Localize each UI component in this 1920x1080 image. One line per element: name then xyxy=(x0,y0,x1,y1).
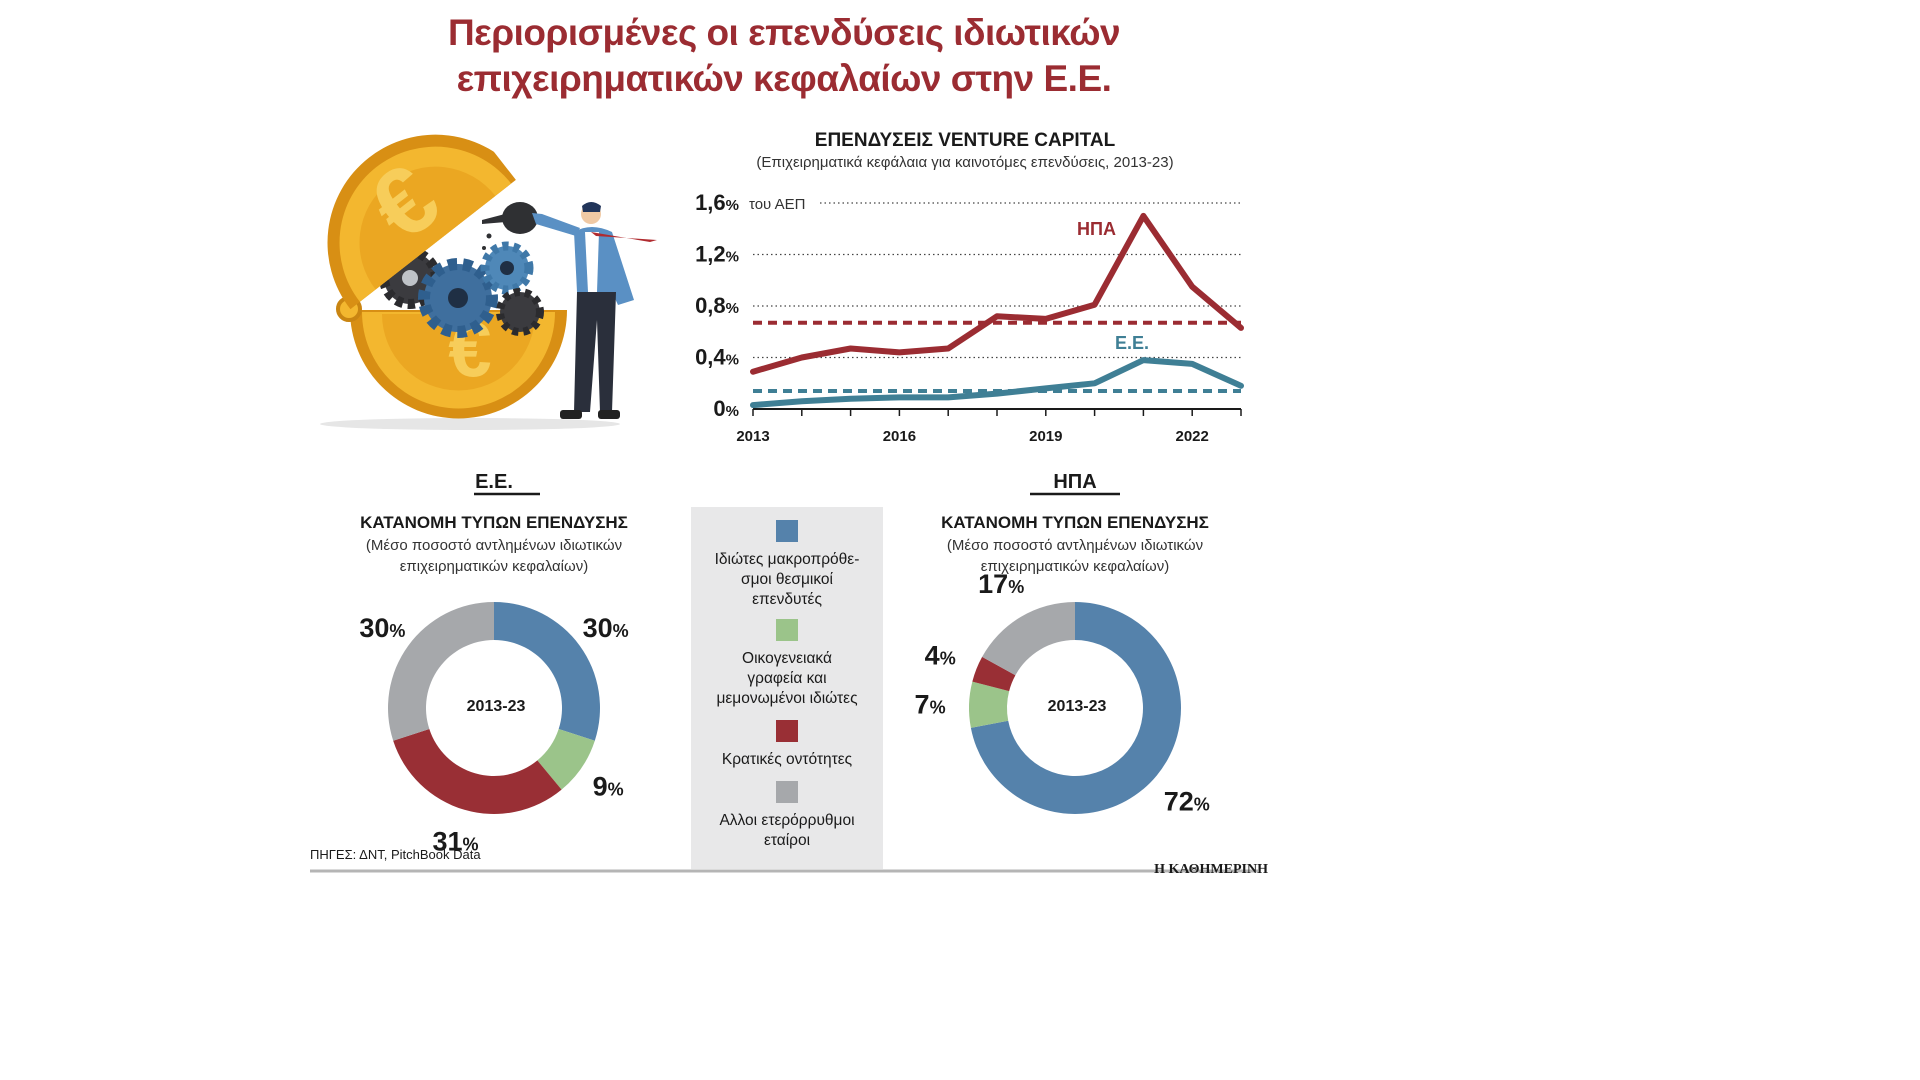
eu-donut-slice-gray xyxy=(388,602,494,741)
usa-slice-label-green: 7% xyxy=(915,689,946,719)
series-line-eu xyxy=(750,357,1244,409)
eu-distribution-subtitle-2: επιχειρηματικών κεφαλαίων) xyxy=(400,558,588,575)
line-chart-title: ΕΠΕΝΔΥΣΕΙΣ VENTURE CAPITAL xyxy=(815,130,1116,151)
businessman-icon xyxy=(532,202,657,419)
x-tick-label: 2022 xyxy=(1176,428,1209,445)
gear-dark-right xyxy=(496,288,544,336)
y-tick-percent: % xyxy=(726,352,739,369)
eu-donut-slice-blue xyxy=(494,602,600,741)
y-tick-percent: % xyxy=(726,197,739,214)
line-chart-subtitle: (Επιχειρηματικά κεφάλαια για καινοτόμες … xyxy=(756,154,1173,171)
usa-donut-chart: 72%7%4%17% xyxy=(915,569,1210,816)
publisher-brand: Η ΚΑΘΗΜΕΡΙΝΗ xyxy=(1154,862,1268,877)
line-chart-unit-label: του ΑΕΠ xyxy=(749,196,805,213)
y-tick-label: 1,6% xyxy=(695,190,739,215)
eu-distribution-subtitle-1: (Μέσο ποσοστό αντλημένων ιδιωτικών xyxy=(366,537,622,554)
title-line-2: επιχειρηματικών κεφαλαίων στην Ε.Ε. xyxy=(456,58,1112,99)
legend-swatch-gray xyxy=(776,781,798,803)
x-tick-label: 2019 xyxy=(1029,428,1062,445)
eu-donut-center-label: 2013-23 xyxy=(467,698,526,715)
line-chart-y-ticks: 0% 0,4% 0,8% 1,2% 1,6% xyxy=(695,190,739,421)
oil-can-icon xyxy=(482,202,538,250)
series-label-usa: ΗΠΑ xyxy=(1077,219,1116,239)
legend-label-green: Οικογενειακά xyxy=(742,650,832,667)
ground-shadow xyxy=(320,418,620,430)
legend-label-blue: επενδυτές xyxy=(752,591,822,608)
eu-section-header: Ε.Ε. xyxy=(475,471,513,493)
usa-distribution-subtitle-1: (Μέσο ποσοστό αντλημένων ιδιωτικών xyxy=(947,537,1203,554)
infographic-title: Περιορισμένες οι επενδύσεις ιδιωτικών επ… xyxy=(0,10,1568,102)
source-note: ΠΗΓΕΣ: ΔΝΤ, PitchBook Data xyxy=(310,847,481,862)
legend-label-blue: σμοι θεσμικοί xyxy=(741,571,834,588)
legend-label-green: μεμονωμένοι ιδιώτες xyxy=(716,690,857,707)
investor-type-legend: Ιδιώτες μακροπρόθε-σμοι θεσμικοί επενδυτέ… xyxy=(691,507,883,869)
x-tick-label: 2016 xyxy=(883,428,916,445)
legend-swatch-red xyxy=(776,720,798,742)
eu-distribution-section: Ε.Ε. ΚΑΤΑΝΟΜΗ ΤΥΠΩΝ ΕΠΕΝΔΥΣΗΣ (Μέσο ποσο… xyxy=(359,471,628,857)
eu-slice-label-blue: 30% xyxy=(583,613,629,643)
y-tick-percent: % xyxy=(726,300,739,317)
eu-donut-chart: 30%9%31%30% xyxy=(359,602,629,857)
gears-icon xyxy=(379,241,544,338)
legend-label-blue: Ιδιώτες μακροπρόθε- xyxy=(715,551,860,568)
y-tick-percent: % xyxy=(726,403,739,420)
eu-distribution-title: ΚΑΤΑΝΟΜΗ ΤΥΠΩΝ ΕΠΕΝΔΥΣΗΣ xyxy=(360,513,628,532)
usa-donut-slice-blue xyxy=(970,602,1181,814)
legend-background xyxy=(691,507,883,869)
legend-swatch-blue xyxy=(776,520,798,542)
usa-distribution-title: ΚΑΤΑΝΟΜΗ ΤΥΠΩΝ ΕΠΕΝΔΥΣΗΣ xyxy=(941,513,1209,532)
usa-donut-slice-green xyxy=(969,681,1010,728)
eu-slice-label-gray: 30% xyxy=(359,613,405,643)
line-chart-x-ticks: 2013 2016 2019 2022 xyxy=(736,409,1242,445)
series-label-eu: Ε.Ε. xyxy=(1115,333,1149,353)
legend-items: Ιδιώτες μακροπρόθε-σμοι θεσμικοί επενδυτέ… xyxy=(715,520,860,849)
usa-donut-slice-red xyxy=(972,656,1016,692)
usa-donut-center-label: 2013-23 xyxy=(1048,698,1107,715)
usa-distribution-subtitle-2: επιχειρηματικών κεφαλαίων) xyxy=(981,558,1169,575)
eu-donut-slice-red xyxy=(393,729,562,814)
series-line-usa xyxy=(750,212,1244,375)
y-tick-label: 0,8% xyxy=(695,293,739,318)
infographic-canvas: € € xyxy=(310,130,1268,877)
coin-investor-illustration: € € xyxy=(320,134,657,430)
legend-swatch-green xyxy=(776,619,798,641)
legend-label-gray: εταίροι xyxy=(764,832,810,849)
legend-label-red: Κρατικές οντότητες xyxy=(722,751,852,768)
coin-bottom-inner xyxy=(382,314,535,391)
venture-capital-line-chart: ΕΠΕΝΔΥΣΕΙΣ VENTURE CAPITAL (Επιχειρηματι… xyxy=(695,130,1244,445)
line-chart-series xyxy=(750,212,1244,409)
usa-slice-label-blue: 72% xyxy=(1164,786,1210,816)
usa-donut-slice-gray xyxy=(982,602,1075,676)
y-tick-label: 0% xyxy=(713,396,739,421)
usa-section-header: ΗΠΑ xyxy=(1053,471,1096,493)
y-tick-label: 1,2% xyxy=(695,242,739,267)
legend-label-gray: Αλλοι ετερόρρυθμοι xyxy=(719,812,854,829)
usa-slice-label-red: 4% xyxy=(925,641,956,671)
line-chart-grid xyxy=(753,202,1241,410)
usa-distribution-section: ΗΠΑ ΚΑΤΑΝΟΜΗ ΤΥΠΩΝ ΕΠΕΝΔΥΣΗΣ (Μέσο ποσοσ… xyxy=(915,471,1210,816)
eu-slice-label-green: 9% xyxy=(593,772,624,802)
y-tick-label: 0,4% xyxy=(695,345,739,370)
legend-label-green: γραφεία και xyxy=(747,670,826,687)
y-tick-percent: % xyxy=(726,249,739,266)
title-line-1: Περιορισμένες οι επενδύσεις ιδιωτικών xyxy=(447,12,1121,53)
eu-donut-slice-green xyxy=(537,729,595,790)
x-tick-label: 2013 xyxy=(736,428,769,445)
